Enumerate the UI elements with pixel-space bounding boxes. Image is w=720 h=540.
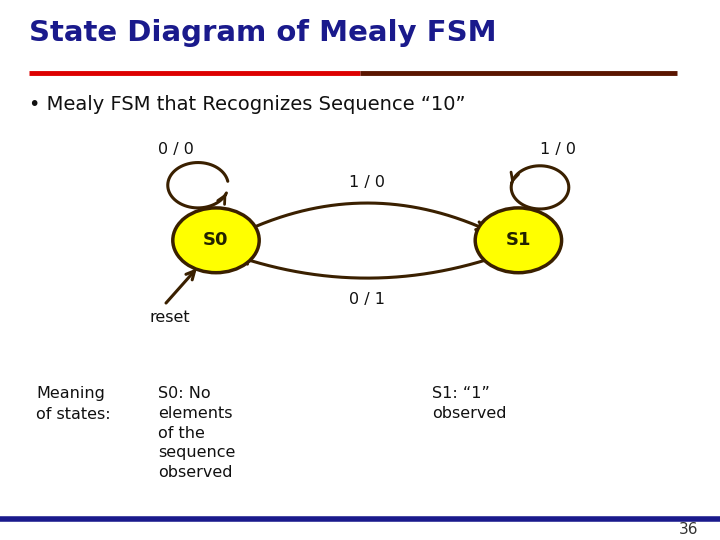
Text: 1 / 0: 1 / 0 [349, 174, 385, 190]
Circle shape [475, 208, 562, 273]
Text: S0: No
elements
of the
sequence
observed: S0: No elements of the sequence observed [158, 386, 235, 480]
Text: • Mealy FSM that Recognizes Sequence “10”: • Mealy FSM that Recognizes Sequence “10… [29, 94, 465, 113]
Text: 0 / 0: 0 / 0 [158, 141, 194, 157]
Text: S1: S1 [505, 231, 531, 249]
Text: reset: reset [150, 310, 190, 326]
Circle shape [173, 208, 259, 273]
Text: Meaning
of states:: Meaning of states: [36, 386, 111, 422]
Text: S1: “1”
observed: S1: “1” observed [432, 386, 506, 421]
Text: 0 / 1: 0 / 1 [349, 292, 385, 307]
Text: 1 / 0: 1 / 0 [540, 141, 576, 157]
Text: S0: S0 [203, 231, 229, 249]
Text: State Diagram of Mealy FSM: State Diagram of Mealy FSM [29, 19, 496, 47]
Text: 36: 36 [679, 522, 698, 537]
